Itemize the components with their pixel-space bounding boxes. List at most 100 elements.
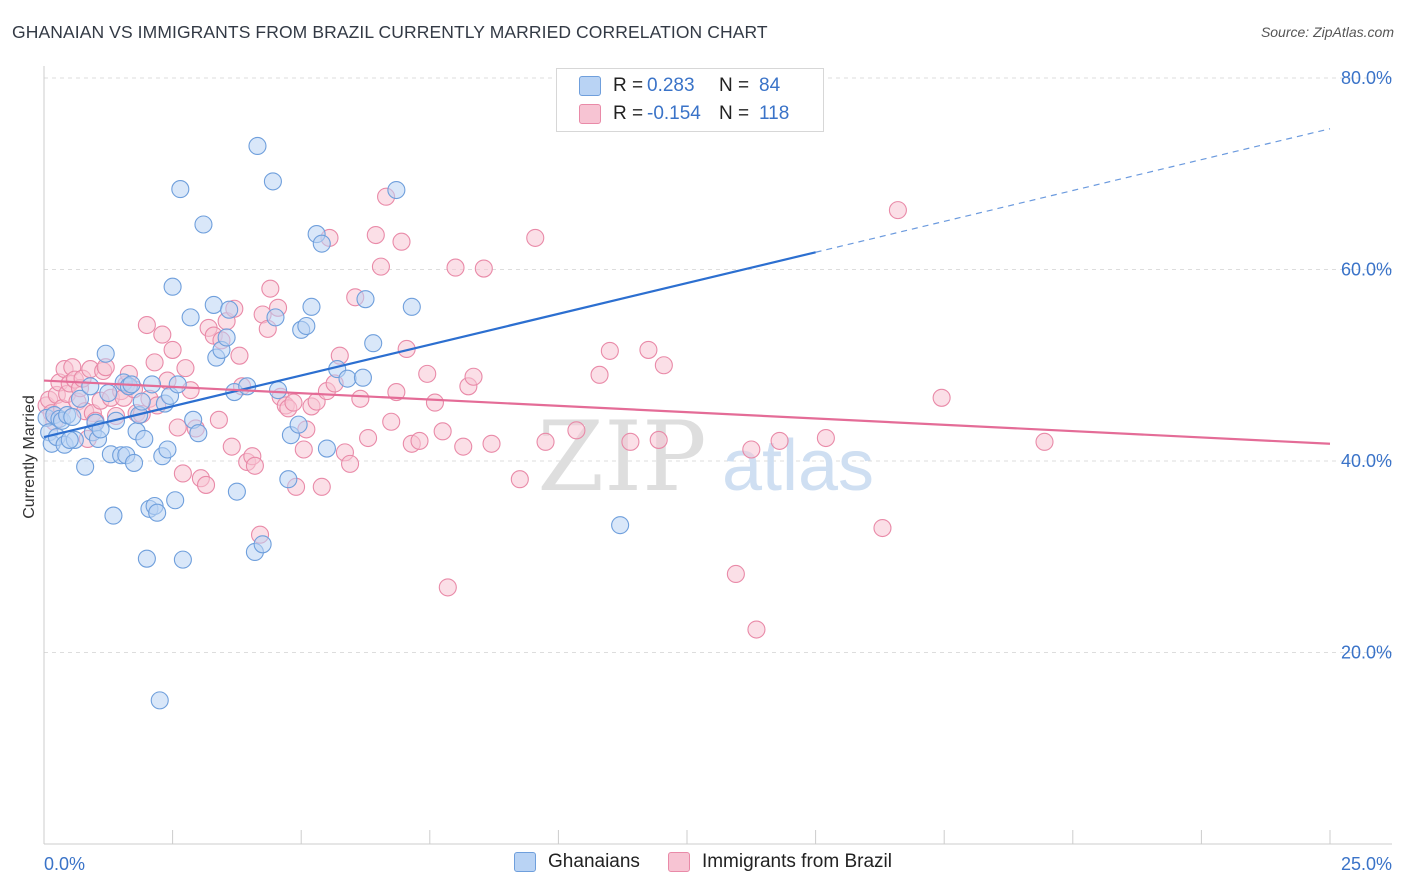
ghanaian-point bbox=[227, 482, 246, 501]
ghanaian-point bbox=[269, 381, 288, 400]
brazil-point bbox=[341, 454, 360, 473]
brazil-point bbox=[245, 456, 264, 475]
ghanaian-point bbox=[338, 369, 357, 388]
brazil-point bbox=[446, 258, 465, 277]
legend-item-brazil: Immigrants from Brazil bbox=[667, 851, 892, 873]
brazil-point bbox=[567, 421, 586, 440]
brazil-point bbox=[153, 325, 172, 344]
brazil-point bbox=[1035, 432, 1054, 451]
ghanaian-point bbox=[204, 295, 223, 314]
ghanaian-point bbox=[217, 328, 236, 347]
legend-label-brazil: Immigrants from Brazil bbox=[701, 851, 892, 872]
brazil-point bbox=[747, 620, 766, 639]
ghanaian-point bbox=[297, 316, 316, 336]
brazil-point bbox=[261, 279, 280, 298]
legend-row-ghanaians: R = 0.283 N = 84 bbox=[579, 72, 780, 100]
gridlines bbox=[44, 77, 1392, 653]
brazil-point bbox=[351, 389, 370, 408]
ghanaian-point bbox=[124, 453, 144, 472]
stats-legend: R = 0.283 N = 84 R = -0.154 N = 118 bbox=[556, 68, 824, 132]
brazil-point bbox=[888, 201, 907, 220]
legend-swatch-pink bbox=[667, 852, 690, 872]
legend-n-value: 84 bbox=[759, 75, 781, 96]
ghanaian-point bbox=[279, 470, 298, 489]
ghanaian-point bbox=[63, 407, 82, 427]
ghanaian-trend-line bbox=[43, 251, 816, 439]
brazil-point bbox=[621, 432, 640, 451]
x-tick-label: 0.0% bbox=[44, 854, 85, 874]
ghanaian-trend-extension bbox=[815, 128, 1331, 253]
axes bbox=[43, 66, 1392, 845]
series-legend: Ghanaians Immigrants from Brazil bbox=[0, 851, 1406, 873]
brazil-point bbox=[726, 564, 745, 584]
brazil-point bbox=[873, 518, 892, 538]
ghanaian-point bbox=[70, 389, 90, 408]
brazil-point bbox=[418, 364, 437, 383]
ghanaian-point bbox=[356, 290, 375, 309]
brazil-point bbox=[145, 353, 164, 372]
brazil-point bbox=[526, 228, 545, 247]
brazil-point bbox=[600, 341, 619, 360]
brazil-point bbox=[649, 430, 668, 449]
watermark-zip: ZIP bbox=[537, 401, 706, 513]
legend-r-label: R = bbox=[613, 103, 644, 124]
ghanaian-point bbox=[96, 344, 115, 363]
legend-row-brazil: R = -0.154 N = 118 bbox=[579, 100, 789, 128]
ghanaian-point bbox=[248, 136, 267, 156]
ghanaian-point bbox=[353, 368, 372, 387]
ghanaian-point bbox=[263, 172, 282, 191]
brazil-point bbox=[410, 431, 429, 450]
brazil-point bbox=[196, 475, 216, 494]
brazil-point bbox=[639, 340, 658, 359]
ghanaian-point bbox=[150, 691, 169, 710]
ghanaian-point bbox=[137, 549, 156, 568]
brazil-point bbox=[590, 365, 609, 384]
ghanaian-point bbox=[173, 550, 192, 569]
tick-labels: 20.0% 40.0% 60.0% 80.0% 0.0% 25.0% bbox=[44, 68, 1392, 874]
ghanaian-point bbox=[194, 215, 213, 234]
brazil-point bbox=[932, 388, 951, 407]
brazil-point bbox=[816, 428, 835, 448]
legend-r-value: -0.154 bbox=[647, 103, 701, 124]
brazil-point bbox=[359, 428, 378, 448]
brazil-point bbox=[168, 418, 187, 437]
y-tick-label: 60.0% bbox=[1341, 260, 1392, 280]
y-tick-label: 80.0% bbox=[1341, 68, 1392, 88]
x-tick-label: 25.0% bbox=[1341, 854, 1392, 874]
brazil-point bbox=[163, 340, 182, 359]
brazil-point bbox=[770, 431, 789, 450]
ghanaian-point bbox=[289, 415, 308, 434]
brazil-point bbox=[137, 315, 156, 335]
ghanaian-point bbox=[99, 383, 118, 403]
brazil-point bbox=[222, 437, 241, 456]
ghanaian-point bbox=[312, 234, 331, 253]
brazil-point bbox=[438, 578, 457, 597]
brazil-point bbox=[536, 432, 555, 451]
ghanaian-point bbox=[189, 424, 208, 443]
ghanaian-point bbox=[148, 503, 167, 522]
y-tick-label: 40.0% bbox=[1341, 451, 1392, 471]
brazil-trend-line bbox=[43, 379, 1331, 445]
watermark: ZIP atlas bbox=[537, 401, 874, 513]
ghanaian-point bbox=[142, 375, 162, 394]
ghanaian-point bbox=[317, 439, 336, 458]
brazil-point bbox=[510, 470, 529, 489]
legend-swatch-blue bbox=[514, 852, 537, 872]
ghanaian-point bbox=[611, 516, 630, 535]
brazil-point bbox=[209, 410, 228, 429]
ghanaian-point bbox=[181, 308, 200, 327]
ghanaian-point bbox=[168, 375, 187, 394]
brazil-point bbox=[371, 257, 390, 276]
legend-swatch-blue bbox=[579, 76, 601, 96]
brazil-point bbox=[230, 346, 249, 365]
ghanaian-point bbox=[253, 535, 272, 554]
brazil-point bbox=[454, 437, 473, 456]
brazil-point bbox=[312, 477, 331, 496]
brazil-point bbox=[654, 356, 673, 375]
ghanaian-point bbox=[104, 506, 123, 525]
source-label: Source: ZipAtlas.com bbox=[1260, 24, 1394, 40]
ghanaian-point bbox=[163, 277, 182, 296]
brazil-point bbox=[425, 393, 444, 412]
legend-r-value: 0.283 bbox=[647, 75, 695, 96]
